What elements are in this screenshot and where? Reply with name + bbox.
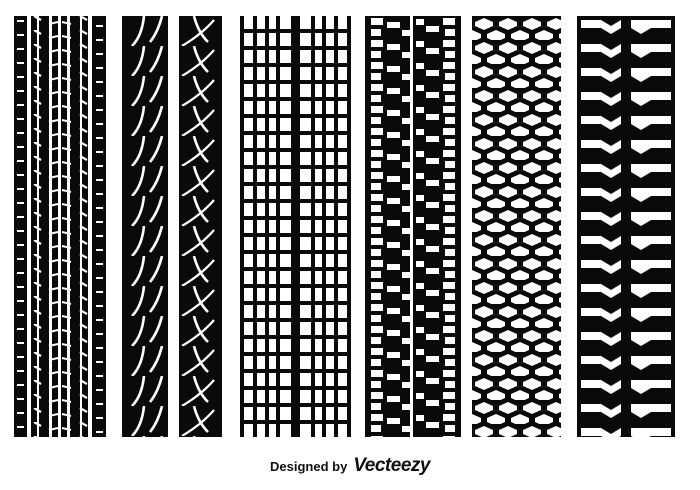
credit-line: Designed by Vecteezy [0,448,700,484]
credit-lead-text: Designed by [270,458,348,474]
tread-track-2 [122,16,222,437]
tire-tracks-artwork [14,16,675,437]
tread-track-6 [577,16,675,437]
tread-track-3 [240,16,351,437]
credit-brand-logo: Vecteezy [353,455,430,476]
tread-track-5 [472,16,561,437]
tread-track-4 [365,16,461,437]
tread-track-1 [14,16,106,437]
